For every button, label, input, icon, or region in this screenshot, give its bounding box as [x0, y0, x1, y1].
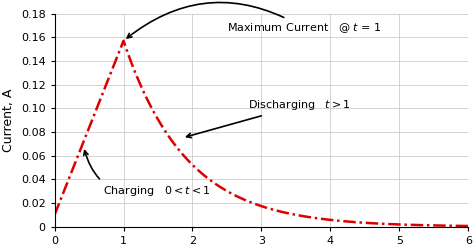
- Text: Charging   $0 < t < 1$: Charging $0 < t < 1$: [84, 151, 210, 198]
- Text: Maximum Current   @ $t$ = 1: Maximum Current @ $t$ = 1: [127, 2, 382, 38]
- Y-axis label: Current, A: Current, A: [2, 89, 15, 152]
- Text: Discharging   $t > 1$: Discharging $t > 1$: [187, 98, 350, 138]
